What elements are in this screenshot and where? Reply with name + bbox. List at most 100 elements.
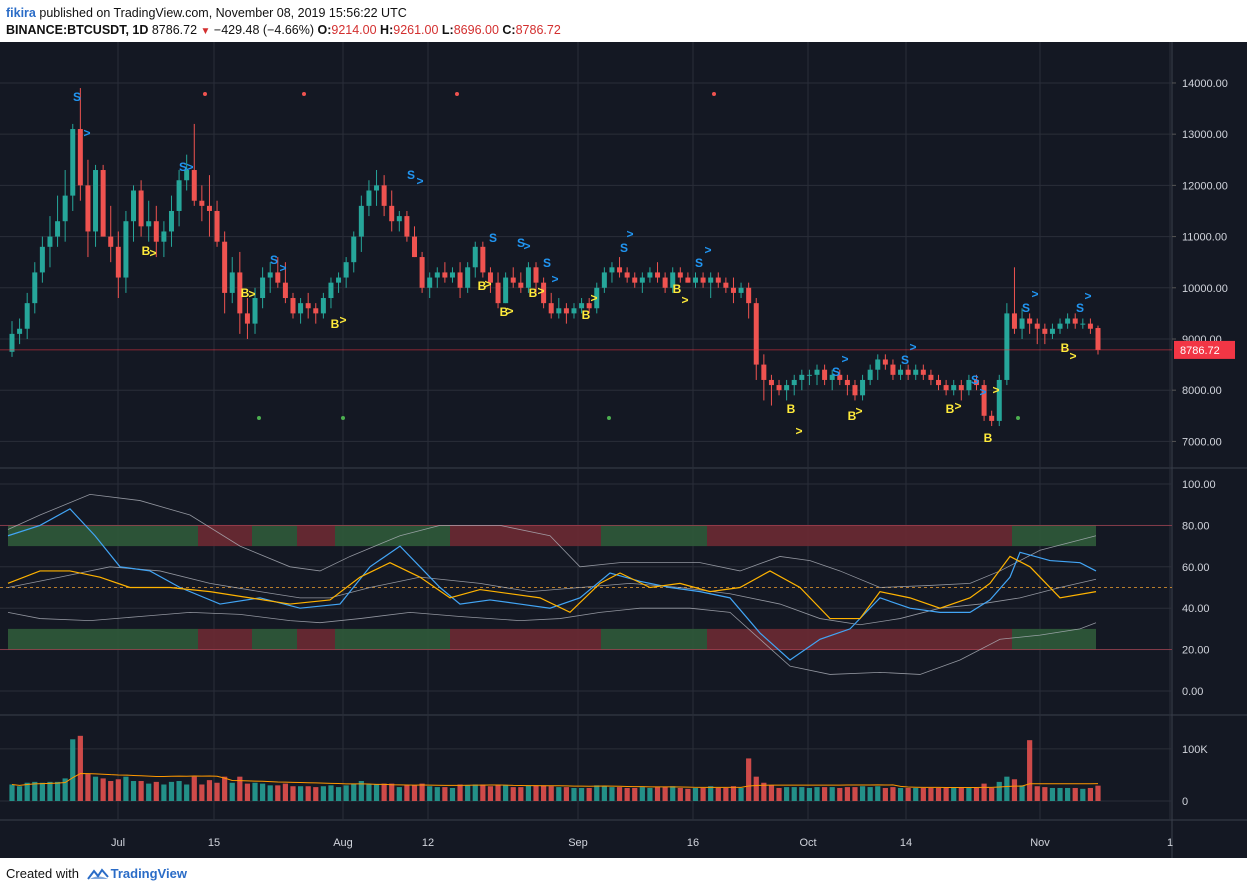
candle — [336, 272, 342, 293]
candle — [214, 200, 220, 247]
volume-bar — [654, 787, 661, 801]
volume-bar — [784, 787, 790, 801]
author-link[interactable]: fikira — [6, 6, 36, 20]
volume-ma-line — [11, 773, 1099, 788]
candle — [586, 298, 592, 314]
volume-bar — [351, 783, 357, 801]
candle-body — [844, 379, 850, 386]
candle — [882, 354, 888, 370]
volume-bar — [852, 787, 858, 801]
overbought-band — [297, 525, 335, 547]
candle — [275, 257, 281, 288]
candle-body — [715, 277, 721, 283]
volume-bar — [548, 786, 554, 801]
high-value: 9261.00 — [393, 23, 439, 37]
candle-body — [93, 170, 99, 232]
last-price-label: 8786.72 — [1180, 345, 1220, 357]
candle-body — [503, 277, 509, 304]
tradingview-brand-link[interactable]: TradingView — [110, 866, 187, 881]
volume-bar — [77, 735, 83, 801]
upper-band-line — [7, 493, 1097, 588]
candle — [17, 318, 23, 345]
candle-body — [487, 272, 493, 283]
candle-body — [70, 129, 76, 196]
volume-bar — [556, 787, 562, 801]
candle — [670, 267, 676, 293]
candle-body — [738, 287, 744, 293]
candle — [39, 236, 45, 283]
buy-signal-label: B — [529, 286, 538, 300]
candle-body — [260, 277, 266, 299]
volume-bar — [54, 781, 61, 801]
candle-body — [389, 205, 395, 222]
candle-body — [153, 221, 159, 242]
sell-arrow-icon: > — [626, 227, 633, 241]
candle-body — [305, 303, 311, 309]
volume-bar — [943, 787, 949, 801]
symbol-legend: BINANCE:BTCUSDT, 1D 8786.72 ▼ −429.48 (−… — [6, 23, 561, 37]
candle-body — [860, 379, 866, 396]
candle — [579, 298, 585, 314]
candle — [260, 267, 266, 309]
candle — [191, 123, 197, 206]
sell-signal-label: S — [543, 256, 551, 270]
candle-body — [47, 236, 53, 247]
volume-bar — [1042, 787, 1048, 801]
osc-tick-label: 80.00 — [1182, 520, 1210, 532]
volume-bar — [1057, 787, 1063, 801]
volume-bar — [1080, 788, 1086, 801]
candle — [47, 216, 53, 268]
top-marker-dot — [455, 92, 459, 96]
high-label: H: — [380, 23, 394, 37]
symbol-name[interactable]: BINANCE:BTCUSDT, 1D — [6, 23, 149, 37]
candle-body — [449, 272, 455, 278]
candle — [62, 170, 68, 242]
candle — [662, 272, 668, 293]
candle — [1034, 318, 1040, 345]
volume-bar — [1011, 779, 1018, 801]
candle-body — [495, 282, 501, 304]
volume-bar — [935, 787, 942, 801]
candle-body — [594, 287, 600, 309]
last-price-label-bg — [1174, 340, 1235, 359]
candle — [905, 364, 911, 380]
candle-body — [647, 272, 653, 278]
candle-body — [563, 308, 569, 314]
volume-bar — [457, 784, 463, 801]
candle — [692, 272, 698, 288]
candle — [131, 185, 137, 242]
candle-body — [1049, 328, 1055, 334]
candle-body — [533, 267, 539, 283]
volume-bar — [9, 784, 15, 801]
volume-bar — [594, 785, 600, 801]
volume-bar — [480, 784, 486, 801]
volume-bar — [260, 783, 266, 801]
time-tick-label: 16 — [687, 837, 699, 849]
overbought-band — [252, 525, 297, 547]
candle-body — [229, 272, 235, 293]
volume-bar — [449, 787, 456, 801]
candle-body — [973, 379, 979, 386]
candle-body — [1080, 323, 1086, 325]
chart-footer: Created with TradingView — [0, 858, 1247, 891]
candle — [973, 374, 979, 391]
candle — [24, 292, 30, 339]
candle-body — [730, 287, 736, 293]
candle — [419, 251, 425, 293]
oversold-band — [252, 628, 297, 650]
candle-body — [806, 374, 812, 376]
candle-body — [677, 272, 683, 278]
buy-arrow-icon: > — [484, 277, 491, 291]
volume-bar — [677, 787, 683, 801]
time-tick-label: Sep — [568, 837, 588, 849]
buy-arrow-icon: > — [1069, 349, 1076, 363]
volume-bar — [799, 787, 805, 801]
candle-body — [898, 369, 904, 375]
candle — [1049, 323, 1055, 339]
candle-body — [168, 210, 174, 232]
buy-signal-label: B — [241, 286, 250, 300]
candle-body — [958, 385, 964, 391]
candle — [533, 262, 539, 293]
candle-body — [313, 308, 319, 314]
